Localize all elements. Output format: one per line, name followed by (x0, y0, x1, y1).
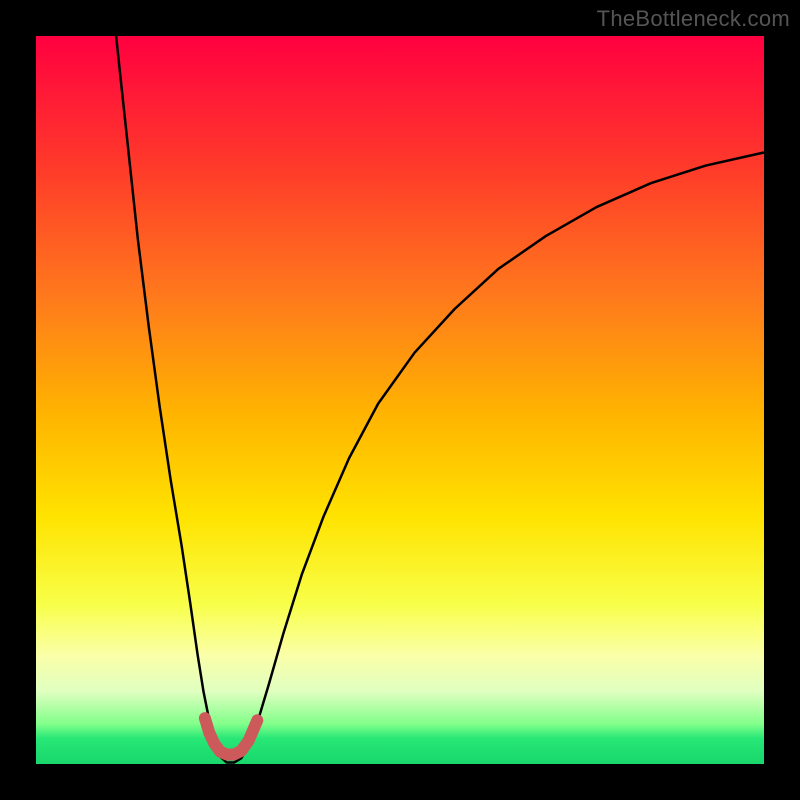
chart-gradient-bg (36, 36, 764, 764)
watermark-text: TheBottleneck.com (597, 6, 790, 32)
bottleneck-chart (0, 0, 800, 800)
chart-container: TheBottleneck.com (0, 0, 800, 800)
